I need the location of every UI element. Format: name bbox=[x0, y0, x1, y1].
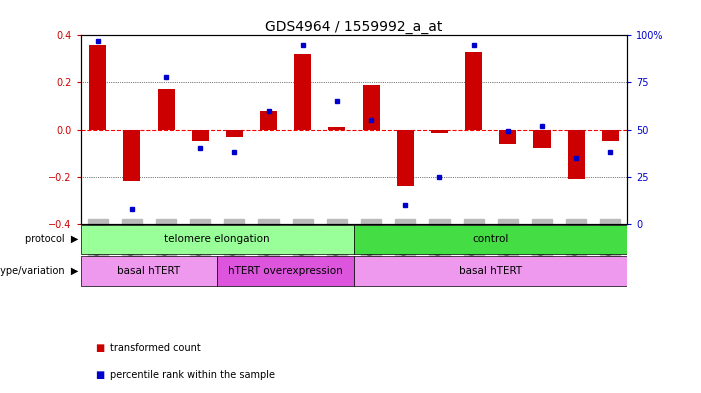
Text: telomere elongation: telomere elongation bbox=[165, 235, 270, 244]
Text: ■: ■ bbox=[95, 343, 104, 353]
Text: protocol  ▶: protocol ▶ bbox=[25, 235, 78, 244]
Bar bbox=[568, 130, 585, 179]
Bar bbox=[89, 45, 107, 130]
Bar bbox=[499, 130, 517, 143]
Text: basal hTERT: basal hTERT bbox=[117, 266, 181, 276]
Bar bbox=[123, 130, 140, 181]
Bar bbox=[328, 127, 346, 130]
Text: control: control bbox=[472, 235, 509, 244]
Bar bbox=[601, 130, 619, 141]
Bar bbox=[362, 85, 380, 130]
Bar bbox=[465, 52, 482, 130]
Text: transformed count: transformed count bbox=[110, 343, 200, 353]
Text: genotype/variation  ▶: genotype/variation ▶ bbox=[0, 266, 78, 276]
Bar bbox=[397, 130, 414, 186]
Bar bbox=[191, 130, 209, 141]
Bar bbox=[81, 224, 354, 254]
Bar bbox=[81, 256, 217, 286]
Text: ■: ■ bbox=[95, 370, 104, 380]
Bar bbox=[354, 256, 627, 286]
Title: GDS4964 / 1559992_a_at: GDS4964 / 1559992_a_at bbox=[265, 20, 443, 34]
Text: basal hTERT: basal hTERT bbox=[459, 266, 522, 276]
Bar bbox=[431, 130, 448, 133]
Text: hTERT overexpression: hTERT overexpression bbox=[229, 266, 343, 276]
Bar bbox=[158, 90, 175, 130]
Bar bbox=[260, 111, 277, 130]
Bar bbox=[533, 130, 550, 148]
Bar bbox=[217, 256, 354, 286]
Bar bbox=[354, 224, 627, 254]
Text: percentile rank within the sample: percentile rank within the sample bbox=[110, 370, 275, 380]
Bar bbox=[294, 54, 311, 130]
Bar bbox=[226, 130, 243, 136]
